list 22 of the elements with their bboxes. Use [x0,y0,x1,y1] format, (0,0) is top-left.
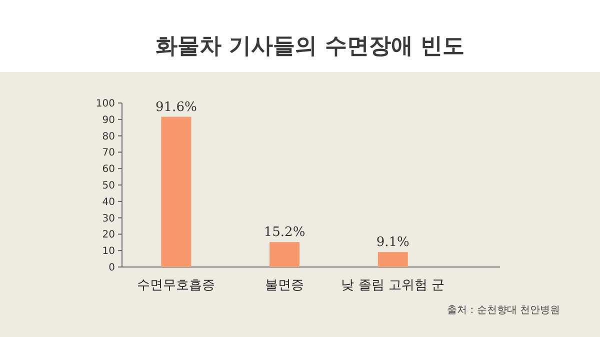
bar [378,252,408,267]
y-tick-label: 70 [102,148,115,159]
y-tick-label: 80 [102,131,115,142]
y-tick-label: 40 [102,196,115,208]
y-tick-label: 90 [102,114,115,126]
data-label: 91.6% [156,100,197,115]
bar [161,116,192,267]
y-tick-label: 100 [96,98,115,110]
x-tick-label: 수면무호흡증 [137,278,216,293]
y-tick-label: 10 [102,246,115,258]
y-tick-label: 30 [102,213,115,224]
x-tick-label: 낮 졸림 고위험 군 [341,278,445,293]
bar [270,242,300,267]
y-tick-label: 20 [102,230,115,241]
y-tick-label: 0 [108,262,115,274]
x-tick-label: 불면증 [265,278,304,293]
data-label: 15.2% [264,225,306,240]
source-note: 출처 : 순천향대 천안병원 [447,305,560,316]
y-tick-label: 60 [102,164,115,176]
chart-title: 화물차 기사들의 수면장애 빈도 [156,34,464,59]
y-tick-label: 50 [102,180,115,192]
data-label: 9.1% [376,235,410,250]
